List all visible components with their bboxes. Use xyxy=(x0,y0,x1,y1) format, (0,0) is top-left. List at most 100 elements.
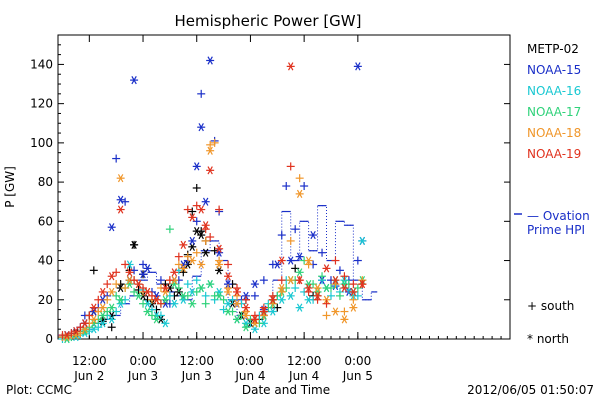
north-marker xyxy=(71,327,80,336)
north-marker xyxy=(286,276,295,285)
north-marker xyxy=(340,283,349,293)
north-marker xyxy=(161,283,170,293)
y-axis-label: P [GW] xyxy=(3,166,17,208)
south-marker xyxy=(112,280,121,289)
south-marker xyxy=(233,291,242,300)
north-marker xyxy=(295,189,304,198)
north-marker xyxy=(62,330,71,340)
south-marker xyxy=(318,272,327,281)
north-marker xyxy=(224,287,233,297)
south-marker xyxy=(259,303,268,312)
north-marker xyxy=(197,260,206,269)
north-marker xyxy=(224,272,233,281)
north-marker xyxy=(130,240,139,249)
north-marker xyxy=(134,291,143,300)
plot-frame xyxy=(57,34,511,340)
south-marker xyxy=(183,205,192,214)
x-tick-date: Jun 5 xyxy=(342,369,373,383)
north-marker xyxy=(161,319,170,328)
north-marker xyxy=(304,295,313,304)
north-marker xyxy=(98,287,107,297)
south-marker xyxy=(206,233,215,242)
north-marker xyxy=(98,303,107,312)
south-marker xyxy=(89,266,98,275)
footer-plot-credit: Plot: CCMC xyxy=(6,383,72,397)
north-marker xyxy=(116,195,125,204)
legend-ovation-line1: — Ovation xyxy=(527,209,590,223)
south-marker xyxy=(112,154,121,163)
north-marker xyxy=(241,303,250,312)
south-marker xyxy=(259,311,268,320)
north-marker xyxy=(206,56,215,65)
north-marker xyxy=(233,287,242,297)
north-marker xyxy=(250,315,259,324)
north-marker xyxy=(161,295,170,304)
north-marker xyxy=(206,279,215,289)
north-marker xyxy=(322,264,331,273)
north-marker xyxy=(286,256,295,265)
south-marker xyxy=(322,299,331,308)
south-marker xyxy=(192,248,201,257)
north-marker xyxy=(215,291,224,300)
south-marker xyxy=(241,295,250,304)
north-marker xyxy=(215,244,224,253)
north-marker xyxy=(241,323,250,332)
y-tick-label: 120 xyxy=(30,97,53,111)
north-marker xyxy=(277,256,286,265)
south-marker xyxy=(94,295,103,304)
north-marker xyxy=(322,283,331,293)
north-marker xyxy=(143,307,152,316)
south-marker xyxy=(335,266,344,275)
x-tick-time: 12:00 xyxy=(287,354,322,368)
x-tick-time: 12:00 xyxy=(179,354,214,368)
north-marker xyxy=(197,230,206,240)
x-tick-date: Jun 2 xyxy=(73,369,104,383)
data-points xyxy=(58,56,367,344)
south-marker xyxy=(353,256,362,265)
north-marker xyxy=(116,174,125,183)
north-marker xyxy=(313,291,322,300)
north-marker xyxy=(358,279,367,289)
north-marker xyxy=(206,166,215,175)
chart-title: Hemispheric Power [GW] xyxy=(175,12,362,30)
north-marker xyxy=(192,162,201,171)
north-marker xyxy=(107,303,116,312)
north-marker xyxy=(125,279,134,289)
north-marker xyxy=(340,315,349,324)
south-marker xyxy=(174,252,183,261)
north-marker xyxy=(215,266,224,275)
south-marker xyxy=(201,291,210,300)
south-marker xyxy=(85,311,94,320)
north-marker xyxy=(304,283,313,293)
north-marker xyxy=(161,287,170,297)
south-marker xyxy=(313,295,322,304)
north-marker xyxy=(179,295,188,304)
north-marker xyxy=(295,268,304,277)
legend-entry: NOAA-16 xyxy=(527,84,581,98)
north-marker xyxy=(143,264,152,273)
north-marker xyxy=(170,268,179,277)
y-tick-label: 140 xyxy=(30,57,53,71)
south-marker xyxy=(224,284,233,293)
south-marker xyxy=(165,225,174,234)
south-marker xyxy=(282,182,291,191)
north-marker xyxy=(295,252,304,261)
legend-ovation-line2: Prime HPI xyxy=(527,223,585,237)
north-marker xyxy=(197,123,206,132)
south-marker xyxy=(318,248,327,257)
south-marker xyxy=(165,276,174,285)
north-marker xyxy=(188,256,197,265)
south-marker xyxy=(304,287,313,296)
south-marker xyxy=(340,307,349,316)
north-marker xyxy=(107,272,116,281)
south-marker xyxy=(268,291,277,300)
north-marker xyxy=(233,315,242,324)
legend-entry: NOAA-15 xyxy=(527,63,581,77)
north-marker xyxy=(349,303,358,312)
south-marker xyxy=(210,138,219,147)
north-marker xyxy=(130,76,139,85)
north-marker xyxy=(80,319,89,328)
north-marker xyxy=(98,311,107,320)
north-marker xyxy=(188,242,197,251)
